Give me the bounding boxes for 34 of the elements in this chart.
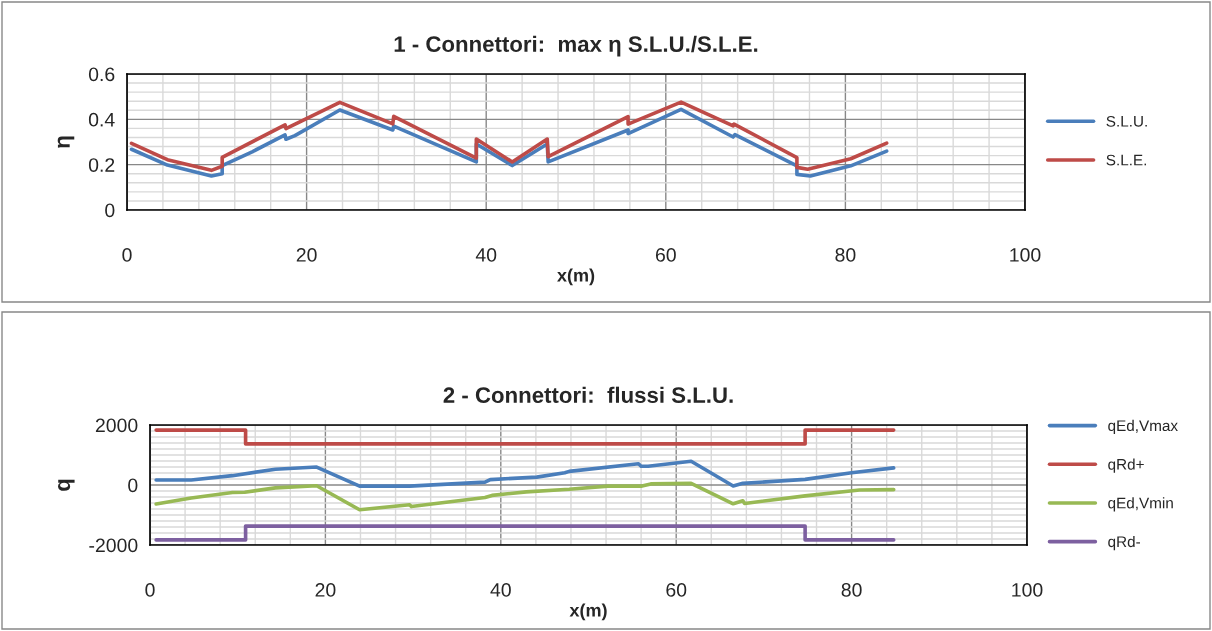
x-tick-label: 60 [655,248,676,262]
legend-label: qEd,Vmax [1108,419,1178,435]
x-tick-label: 80 [841,583,862,597]
x-tick-label: 40 [490,583,511,597]
x-axis-title: x(m) [557,268,595,286]
chart-title: 1 - Connettori: max η S.L.U./S.L.E. [394,35,758,57]
x-tick-label: 100 [1012,583,1043,597]
x-tick-label: 100 [1010,248,1041,262]
y-tick-label: 2000 [95,418,138,433]
x-tick-label: 20 [296,248,317,262]
legend-label: qRd+ [1108,458,1144,473]
legend-label: qRd- [1108,535,1141,551]
line-series [154,459,896,488]
y-tick-label: 0.2 [88,158,115,172]
line-series [154,481,896,512]
x-tick-label: 0 [145,583,155,597]
y-tick-label: 0 [105,203,115,218]
y-tick-label: -2000 [89,538,138,553]
y-tick-label: 0.6 [88,67,115,82]
chart-title: 2 - Connettori: flussi S.L.U. [443,386,733,403]
y-axis-title: η [57,136,75,148]
x-axis-title: x(m) [569,603,607,621]
x-tick-label: 20 [315,583,336,597]
line-series [129,100,889,173]
x-tick-label: 60 [666,583,687,597]
line-series [129,107,889,178]
y-axis-title: q [58,479,75,491]
y-tick-label: 0.4 [88,112,115,127]
x-tick-label: 80 [835,248,856,262]
legend-label: qEd,Vmin [1108,497,1173,512]
legend-label: S.L.E. [1106,154,1146,166]
x-tick-label: 40 [475,248,497,262]
legend-label: S.L.U. [1106,115,1147,127]
y-tick-label: 0 [128,478,138,493]
